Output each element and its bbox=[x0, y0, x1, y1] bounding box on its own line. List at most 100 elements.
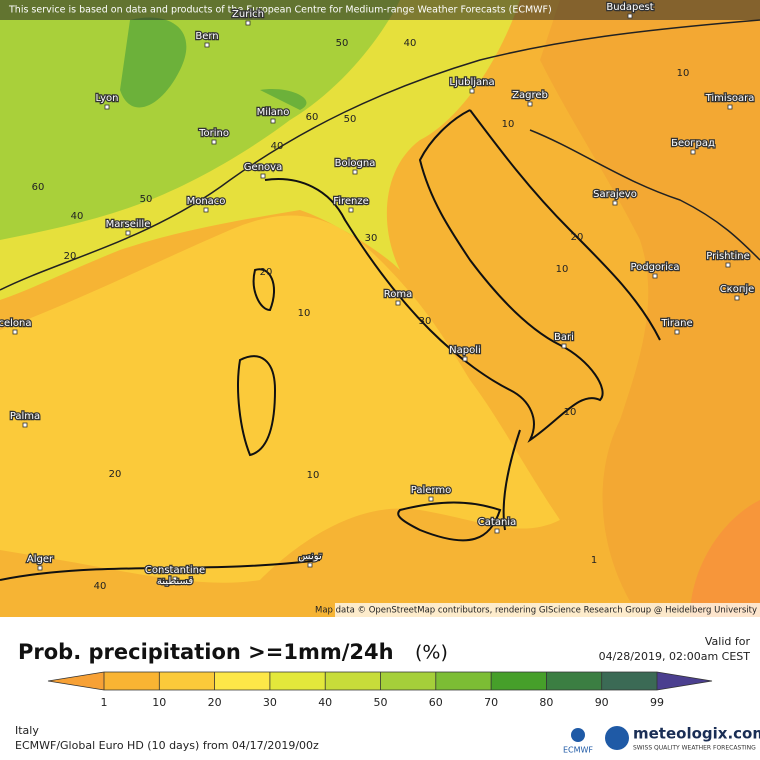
city-label: Marseille bbox=[106, 219, 151, 230]
contour-label: 10 bbox=[298, 308, 311, 319]
city-label: Genova bbox=[244, 162, 282, 173]
city-label: Bologna bbox=[335, 158, 376, 169]
city-marker bbox=[527, 101, 533, 107]
city-marker bbox=[203, 207, 209, 213]
city-label: Milano bbox=[257, 107, 290, 118]
contour-label: 50 bbox=[344, 114, 357, 125]
attribution: Map data © OpenStreetMap contributors, r… bbox=[315, 606, 757, 616]
city-label: Podgorica bbox=[630, 262, 679, 273]
colorbar-tick-label: 70 bbox=[484, 696, 498, 709]
city-marker bbox=[22, 422, 28, 428]
colorbar-segment bbox=[380, 672, 437, 690]
colorbar-tick-label: 10 bbox=[152, 696, 166, 709]
colorbar-tick-label: 50 bbox=[374, 696, 388, 709]
brand-tagline: SWISS QUALITY WEATHER FORECASTING bbox=[633, 745, 756, 752]
city-marker bbox=[469, 88, 475, 94]
city-marker bbox=[348, 207, 354, 213]
contour-label: 40 bbox=[404, 38, 417, 49]
brand: meteologix.com bbox=[633, 725, 760, 743]
coastline bbox=[0, 109, 661, 581]
notice-banner bbox=[0, 0, 760, 20]
city-label: قسنطينة bbox=[157, 576, 194, 587]
city-label: celona bbox=[0, 318, 32, 329]
contour-label: 10 bbox=[677, 68, 690, 79]
colorbar-segment bbox=[546, 672, 603, 690]
city-marker bbox=[12, 329, 18, 335]
city-label: Sarajevo bbox=[593, 189, 637, 200]
city-label: Constantine bbox=[145, 565, 205, 576]
contour-label: 20 bbox=[109, 469, 122, 480]
colorbar-tick-label: 99 bbox=[650, 696, 664, 709]
contour-label: 60 bbox=[306, 112, 319, 123]
colorbar-segment bbox=[214, 672, 271, 690]
contour-label: 50 bbox=[140, 194, 153, 205]
legend-unit: (%) bbox=[415, 642, 448, 664]
city-label: Скопје bbox=[720, 283, 755, 295]
city-label: Lyon bbox=[95, 93, 118, 104]
colorbar-segment bbox=[491, 672, 547, 690]
city-label: Zurich bbox=[232, 9, 264, 20]
city-label: Firenze bbox=[333, 196, 369, 207]
city-marker bbox=[627, 13, 633, 19]
contour-label: 30 bbox=[365, 233, 378, 244]
ecmwf-logo: ECMWF bbox=[563, 746, 593, 755]
contour-label: 10 bbox=[307, 470, 320, 481]
city-marker bbox=[428, 496, 434, 502]
city-label: Tirane bbox=[660, 318, 692, 329]
city-label: Ljubljana bbox=[449, 77, 494, 88]
brand-icon bbox=[605, 726, 629, 750]
city-marker bbox=[307, 562, 313, 568]
city-marker bbox=[104, 104, 110, 110]
model: ECMWF/Global Euro HD (10 days) from 04/1… bbox=[15, 739, 319, 752]
colorbar-tick-label: 90 bbox=[595, 696, 609, 709]
region: Italy bbox=[15, 724, 39, 737]
city-marker bbox=[612, 200, 618, 206]
balkan-zone bbox=[540, 0, 760, 617]
valid-time: 04/28/2019, 02:00am CEST bbox=[599, 650, 751, 663]
city-label: Bari bbox=[554, 332, 574, 343]
ecmwf-icon bbox=[571, 728, 585, 742]
contour-label: 20 bbox=[571, 232, 584, 243]
dark-green-zone bbox=[120, 17, 307, 110]
contour-label: 10 bbox=[564, 407, 577, 418]
yellow-zone bbox=[0, 215, 560, 583]
contour-label: 50 bbox=[336, 38, 349, 49]
colorbar-segment bbox=[269, 672, 326, 690]
city-marker bbox=[270, 118, 276, 124]
contour-label: 1 bbox=[591, 555, 597, 566]
city-marker bbox=[260, 173, 266, 179]
city-label: Timisoara bbox=[705, 93, 755, 104]
city-marker bbox=[172, 576, 178, 582]
colorbar-tick-label: 1 bbox=[101, 696, 108, 709]
city-label: Monaco bbox=[187, 196, 226, 207]
city-label: Torino bbox=[198, 128, 229, 139]
colorbar-segment bbox=[601, 672, 658, 690]
city-label: تونس bbox=[298, 551, 322, 562]
city-marker bbox=[652, 273, 658, 279]
city-marker bbox=[674, 329, 680, 335]
city-label: Budapest bbox=[606, 2, 653, 13]
contour-label: 60 bbox=[32, 182, 45, 193]
city-marker bbox=[204, 42, 210, 48]
city-marker bbox=[494, 528, 500, 534]
borders bbox=[0, 19, 760, 291]
city-label: Palma bbox=[10, 411, 40, 422]
colorbar-tick-label: 30 bbox=[263, 696, 277, 709]
contour-label: 10 bbox=[556, 264, 569, 275]
map bbox=[0, 0, 760, 617]
green-zone bbox=[0, 0, 400, 240]
city-label: Prishtine bbox=[706, 251, 749, 262]
colorbar-tick-label: 40 bbox=[318, 696, 332, 709]
city-marker bbox=[37, 565, 43, 571]
contour-label: 40 bbox=[71, 211, 84, 222]
city-marker bbox=[211, 139, 217, 145]
contour-label: 40 bbox=[271, 141, 284, 152]
city-label: Београд bbox=[671, 138, 715, 149]
city-marker bbox=[690, 149, 696, 155]
city-marker bbox=[727, 104, 733, 110]
valid-label: Valid for bbox=[705, 635, 751, 648]
legend-title: Prob. precipitation >=1mm/24h bbox=[18, 640, 394, 664]
city-label: Bern bbox=[195, 31, 218, 42]
attribution-box bbox=[335, 603, 760, 617]
